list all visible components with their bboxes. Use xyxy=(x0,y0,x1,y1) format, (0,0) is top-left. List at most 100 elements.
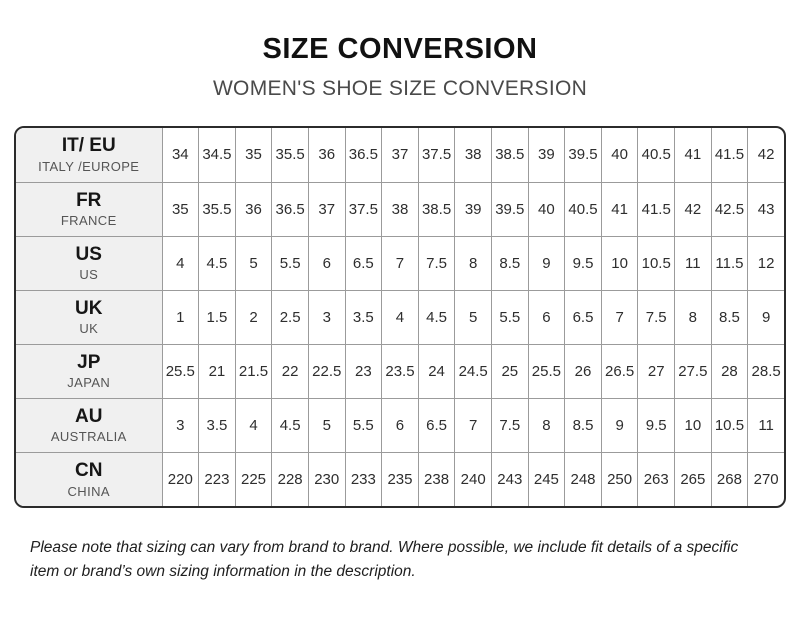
size-value-cell: 42 xyxy=(747,128,784,183)
size-value-cell: 8 xyxy=(674,289,712,345)
size-value-cell: 40.5 xyxy=(564,181,602,237)
size-value-cell: 40 xyxy=(527,181,566,237)
size-value-cell: 1.5 xyxy=(198,289,236,345)
table-row-au: AU AUSTRALIA 3 3.5 4 4.5 5 5.5 6 6.5 7 7.5 8 8.5 9 9.5 1… xyxy=(16,397,784,453)
size-value-cell: 11 xyxy=(747,397,784,453)
size-value-cell: 42 xyxy=(674,181,712,237)
size-value-cell: 235 xyxy=(381,451,419,506)
size-value-cell: 245 xyxy=(527,451,566,506)
size-value-cell: 10.5 xyxy=(710,397,749,453)
size-table-body: IT/ EU ITALY /EUROPE 34 34.5 35 35.5 36 36.5 37 3… xyxy=(16,128,784,506)
size-value-cell: 5 xyxy=(307,397,346,453)
size-value-cell: 27 xyxy=(637,343,676,399)
size-value-cell: 37.5 xyxy=(417,128,456,183)
size-value-cell: 6 xyxy=(527,289,566,345)
region-code: AU xyxy=(75,405,103,427)
size-value-cell: 23 xyxy=(344,343,383,399)
region-name: US xyxy=(79,267,99,283)
size-value-cell: 41.5 xyxy=(710,128,749,183)
size-value-cell: 21 xyxy=(198,343,236,399)
size-value-cell: 5.5 xyxy=(344,397,383,453)
size-value-cell: 8.5 xyxy=(710,289,749,345)
size-value-cell: 238 xyxy=(417,451,456,506)
size-value-cell: 6.5 xyxy=(417,397,456,453)
size-value-cell: 38.5 xyxy=(490,128,529,183)
region-code: CN xyxy=(75,459,103,481)
size-value-cell: 6 xyxy=(307,235,346,291)
size-value-cell: 8 xyxy=(454,235,492,291)
size-value-cell: 4.5 xyxy=(198,235,236,291)
size-value-cell: 5.5 xyxy=(271,235,309,291)
size-conversion-table: IT/ EU ITALY /EUROPE 34 34.5 35 35.5 36 36.5 37 3… xyxy=(16,128,784,506)
size-value-cell: 27.5 xyxy=(674,343,712,399)
region-name: UK xyxy=(79,321,99,337)
size-value-cell: 225 xyxy=(234,451,273,506)
row-label-cell: JP JAPAN xyxy=(16,343,163,399)
table-row-jp: JP JAPAN 25.5 21 21.5 22 22.5 23 23.5 24 24.5 25 25.… xyxy=(16,343,784,399)
size-value-cell: 10 xyxy=(674,397,712,453)
table-row-uk: UK UK 1 1.5 2 2.5 3 3.5 4 4.5 5 5.5 6 6.5 7 7.5 8 8.5 9 xyxy=(16,289,784,345)
row-label-cell: AU AUSTRALIA xyxy=(16,397,163,453)
size-value-cell: 6.5 xyxy=(344,235,383,291)
region-code: IT/ EU xyxy=(61,135,116,157)
size-value-cell: 25.5 xyxy=(161,343,200,399)
size-value-cell: 7.5 xyxy=(417,235,456,291)
size-value-cell: 9 xyxy=(600,397,639,453)
size-value-cell: 23.5 xyxy=(381,343,419,399)
size-value-cell: 5.5 xyxy=(490,289,529,345)
table-row-fr: FR FRANCE 35 35.5 36 36.5 37 37.5 38 38.5 39 39.5 40… xyxy=(16,181,784,237)
size-value-cell: 220 xyxy=(161,451,200,506)
region-code: UK xyxy=(75,297,103,319)
sizing-disclaimer-note: Please note that sizing can vary from br… xyxy=(30,539,739,581)
size-value-cell: 7.5 xyxy=(490,397,529,453)
size-value-cell: 12 xyxy=(747,235,784,291)
size-value-cell: 7 xyxy=(600,289,639,345)
size-value-cell: 35.5 xyxy=(198,181,236,237)
size-value-cell: 243 xyxy=(490,451,529,506)
table-row-us: US US 4 4.5 5 5.5 6 6.5 7 7.5 8 8.5 9 9.5 10 10.5 11 11.5… xyxy=(16,235,784,291)
size-value-cell: 26 xyxy=(564,343,602,399)
row-label-cell: US US xyxy=(16,235,163,291)
size-value-cell: 9.5 xyxy=(564,235,602,291)
size-value-cell: 43 xyxy=(747,181,784,237)
size-value-cell: 34.5 xyxy=(198,128,236,183)
size-value-cell: 8.5 xyxy=(490,235,529,291)
size-value-cell: 41.5 xyxy=(637,181,676,237)
size-value-cell: 248 xyxy=(564,451,602,506)
size-value-cell: 36 xyxy=(234,181,273,237)
size-value-cell: 37.5 xyxy=(344,181,383,237)
row-label-cell: FR FRANCE xyxy=(16,181,163,237)
size-value-cell: 6.5 xyxy=(564,289,602,345)
size-value-cell: 270 xyxy=(747,451,784,506)
size-value-cell: 250 xyxy=(600,451,639,506)
size-value-cell: 25.5 xyxy=(527,343,566,399)
size-value-cell: 3 xyxy=(161,397,200,453)
size-value-cell: 36.5 xyxy=(344,128,383,183)
size-value-cell: 4.5 xyxy=(417,289,456,345)
size-value-cell: 26.5 xyxy=(600,343,639,399)
size-value-cell: 233 xyxy=(344,451,383,506)
region-code: US xyxy=(75,243,102,265)
size-value-cell: 35.5 xyxy=(271,128,309,183)
row-label-cell: UK UK xyxy=(16,289,163,345)
size-value-cell: 240 xyxy=(454,451,492,506)
size-value-cell: 41 xyxy=(674,128,712,183)
size-value-cell: 22.5 xyxy=(307,343,346,399)
region-name: FRANCE xyxy=(60,213,117,229)
size-value-cell: 36 xyxy=(307,128,346,183)
size-value-cell: 11 xyxy=(674,235,712,291)
size-value-cell: 38.5 xyxy=(417,181,456,237)
size-value-cell: 7 xyxy=(381,235,419,291)
region-name: AUSTRALIA xyxy=(50,429,127,445)
size-value-cell: 3.5 xyxy=(198,397,236,453)
size-value-cell: 3 xyxy=(307,289,346,345)
table-row-iteu: IT/ EU ITALY /EUROPE 34 34.5 35 35.5 36 36.5 37 3… xyxy=(16,128,784,183)
size-value-cell: 2 xyxy=(234,289,273,345)
size-value-cell: 34 xyxy=(161,128,200,183)
size-value-cell: 38 xyxy=(454,128,492,183)
size-value-cell: 40.5 xyxy=(637,128,676,183)
size-value-cell: 5 xyxy=(234,235,273,291)
size-value-cell: 21.5 xyxy=(234,343,273,399)
size-value-cell: 7 xyxy=(454,397,492,453)
size-value-cell: 8.5 xyxy=(564,397,602,453)
